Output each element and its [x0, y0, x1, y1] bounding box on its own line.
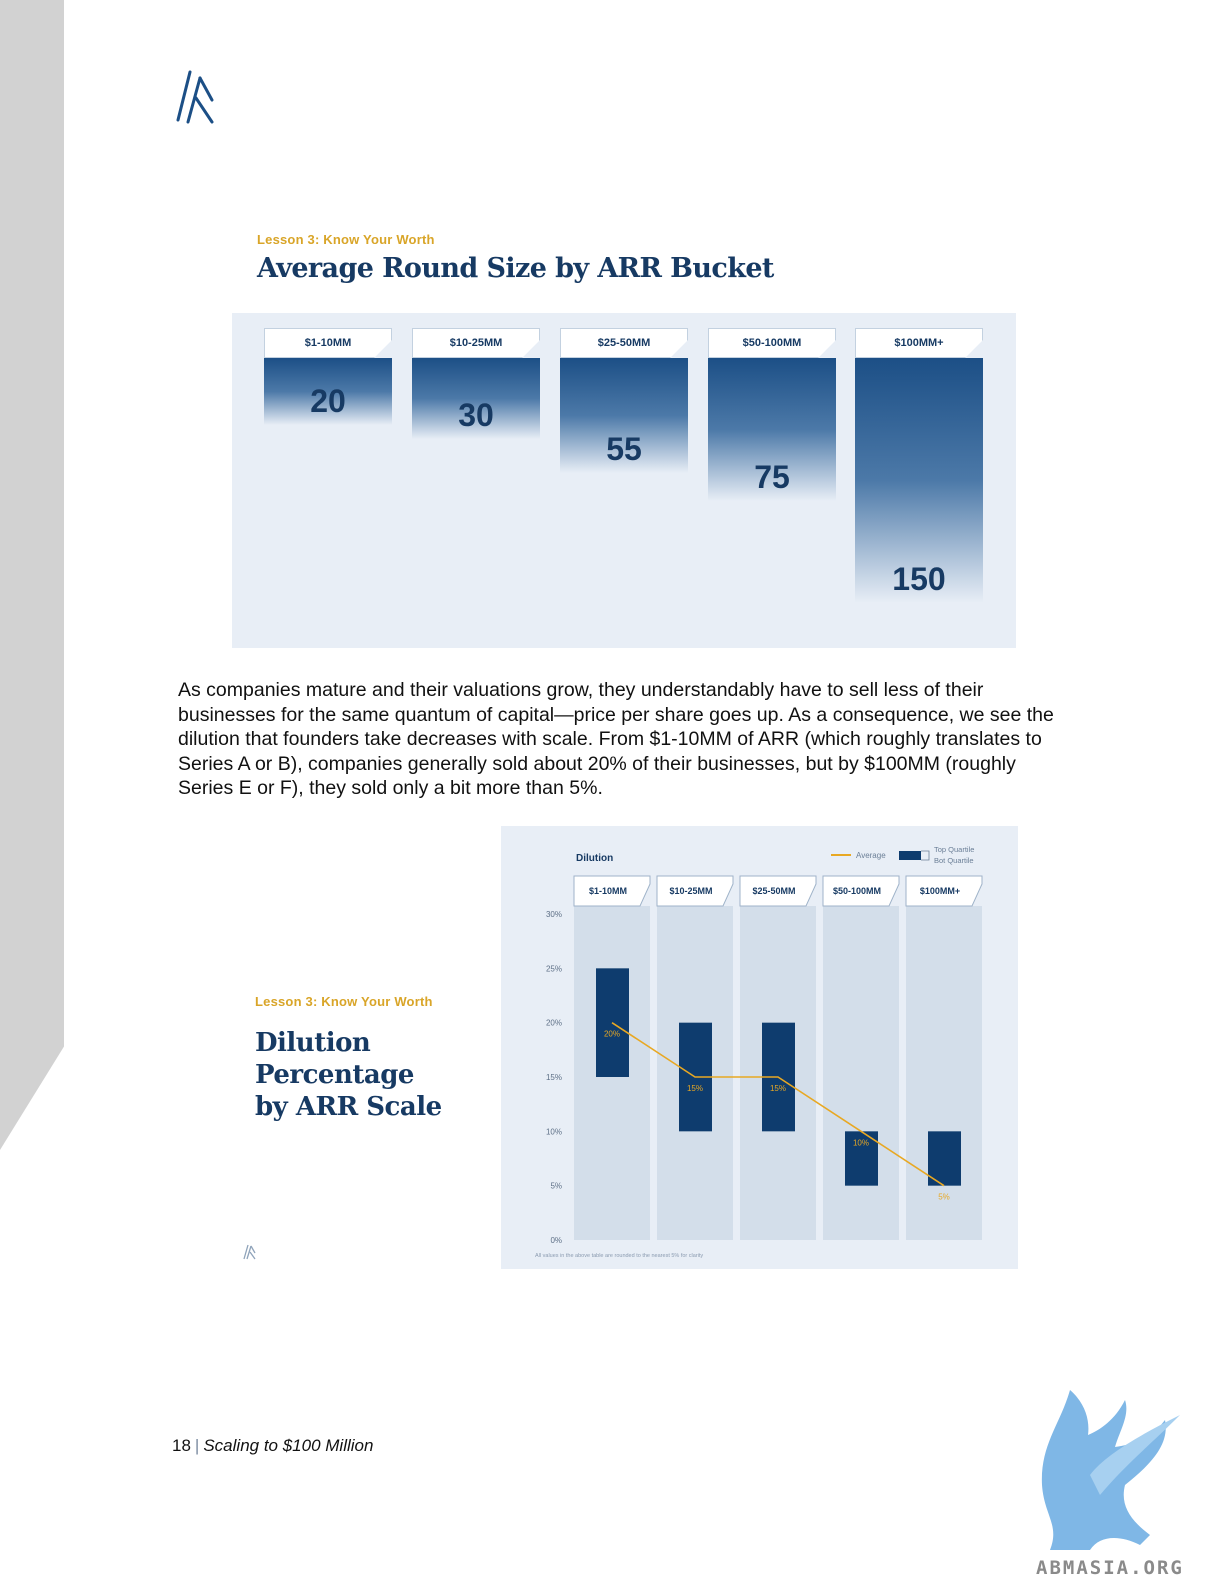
category-tab: [573, 875, 651, 907]
average-value-label: 10%: [853, 1138, 869, 1147]
round-size-value: 20: [310, 383, 346, 420]
category-tab: [739, 875, 817, 907]
category-label: $10-25MM: [412, 328, 540, 358]
legend-quartile-swatch: [899, 851, 921, 860]
category-label: $25-50MM: [560, 328, 688, 358]
page-footer: 18 | Scaling to $100 Million: [172, 1436, 373, 1456]
category-label: $10-25MM: [669, 886, 712, 896]
chart-title: Dilution: [576, 853, 613, 864]
chart-footnote: All values in the above table are rounde…: [535, 1253, 703, 1259]
watermark-text: ABMASIA.ORG: [1036, 1557, 1184, 1579]
category-tab: [905, 875, 983, 907]
legend-top-label: Top Quartile: [934, 845, 974, 854]
y-tick-label: 20%: [546, 1019, 562, 1028]
figure2-title-line: by ARR Scale: [255, 1092, 442, 1122]
category-column: [906, 906, 982, 1240]
y-tick-label: 30%: [546, 910, 562, 919]
category-label: $1-10MM: [264, 328, 392, 358]
dilution-chart: Dilution Average Top Quartile Bot Quartile $…: [501, 826, 1018, 1269]
average-value-label: 20%: [604, 1030, 620, 1039]
category-label: $25-50MM: [752, 886, 795, 896]
round-size-value: 75: [754, 458, 790, 495]
dilution-chart-svg: Dilution Average Top Quartile Bot Quartile $…: [535, 845, 983, 1259]
round-size-bar-fill: [264, 358, 392, 426]
round-size-bar-fill: [412, 358, 540, 439]
category-tab: [822, 875, 900, 907]
quartile-bar: [845, 1131, 878, 1186]
round-size-bar-fill: [855, 358, 983, 603]
logo-icon: [176, 70, 214, 124]
figure2-header: Lesson 3: Know Your Worth Dilution Perce…: [255, 994, 442, 1123]
body-paragraph: As companies mature and their valuations…: [178, 679, 1054, 799]
category-column: [823, 906, 899, 1240]
category-label: $50-100MM: [708, 328, 836, 358]
book-title: Scaling to $100 Million: [203, 1436, 374, 1455]
category-label: $50-100MM: [833, 886, 881, 896]
category-label: $100MM+: [855, 328, 983, 358]
griffin-icon: [1041, 1390, 1180, 1550]
round-size-value: 55: [606, 431, 642, 468]
legend-quartile-bracket: [921, 850, 930, 861]
figure2-title-line: Dilution: [255, 1028, 371, 1058]
round-size-value: 150: [892, 561, 946, 597]
side-band: [0, 0, 64, 1150]
footer-separator: |: [194, 1436, 200, 1455]
round-size-bar-fill: [708, 358, 836, 501]
round-size-chart: $1-10MM 20 $10-25MM 30 $25-50MM 55 $50-100MM 75…: [232, 313, 1016, 648]
y-tick-label: 0%: [550, 1236, 562, 1245]
page-number: 18: [172, 1436, 191, 1455]
category-label: $100MM+: [920, 886, 960, 896]
figure2-title: Dilution Percentage by ARR Scale: [255, 1027, 442, 1123]
average-value-label: 5%: [938, 1193, 950, 1202]
y-tick-label: 5%: [550, 1182, 562, 1191]
figure1-header: Lesson 3: Know Your Worth Average Round …: [257, 232, 774, 284]
y-tick-label: 10%: [546, 1127, 562, 1136]
legend-average-label: Average: [856, 851, 886, 860]
figure2-title-line: Percentage: [255, 1060, 414, 1090]
figure1-lesson: Lesson 3: Know Your Worth: [257, 232, 435, 247]
category-label: $1-10MM: [589, 886, 627, 896]
legend-bot-label: Bot Quartile: [934, 856, 974, 865]
y-tick-label: 15%: [546, 1073, 562, 1082]
figure2-lesson: Lesson 3: Know Your Worth: [255, 994, 433, 1009]
y-tick-label: 25%: [546, 964, 562, 973]
category-tab: [656, 875, 734, 907]
round-size-bar-fill: [560, 358, 688, 474]
figure1-title: Average Round Size by ARR Bucket: [257, 253, 774, 284]
average-line: [611, 1021, 945, 1187]
small-logo-icon: [243, 1244, 256, 1260]
round-size-value: 30: [458, 397, 494, 433]
quartile-bar: [928, 1131, 961, 1186]
average-value-label: 15%: [770, 1084, 786, 1093]
average-value-label: 15%: [687, 1084, 703, 1093]
